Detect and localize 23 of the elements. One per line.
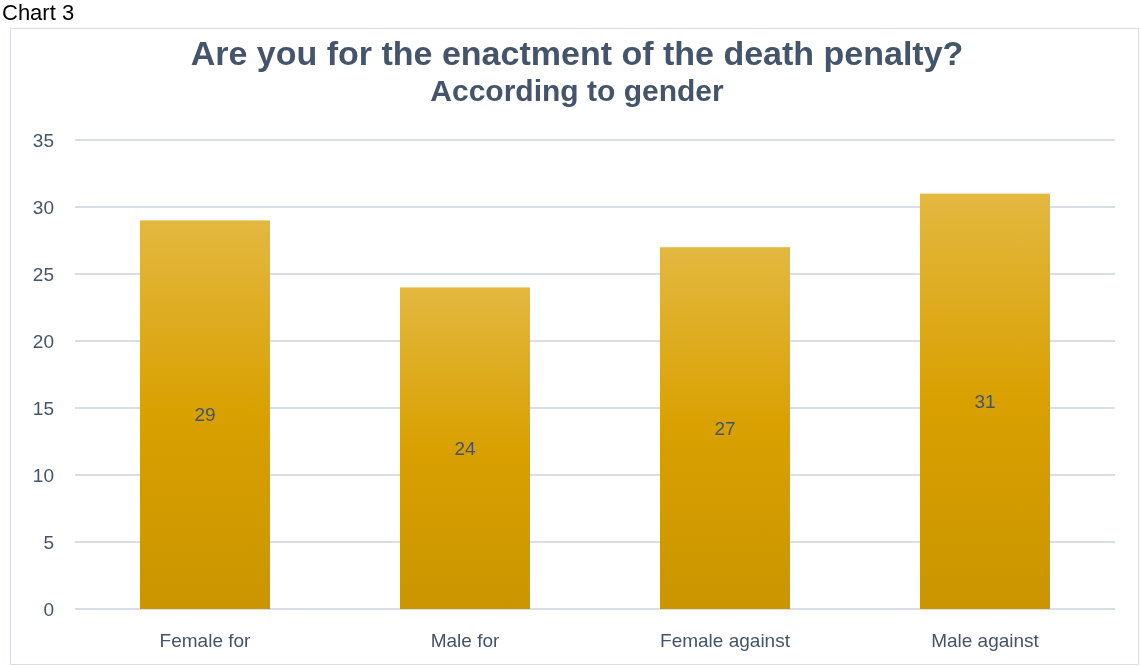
y-tick-label: 25 (32, 263, 54, 285)
x-tick-label: Female against (660, 630, 791, 651)
y-tick-label: 15 (32, 397, 54, 419)
bar (140, 220, 270, 609)
caption: Chart 3 (2, 0, 75, 25)
bar (400, 287, 530, 609)
x-tick-label: Female for (159, 630, 252, 651)
y-tick-label: 0 (43, 598, 54, 620)
y-tick-label: 35 (32, 129, 54, 151)
data-label: 29 (194, 404, 216, 426)
bar (660, 247, 790, 609)
bar (920, 193, 1050, 609)
data-label: 31 (974, 390, 996, 412)
data-label: 24 (454, 437, 476, 459)
x-tick-label: Male against (931, 630, 1040, 651)
y-tick-label: 5 (43, 531, 54, 553)
y-tick-label: 10 (32, 464, 54, 486)
y-tick-label: 20 (32, 330, 54, 352)
chart-title: Are you for the enactment of the death penalty? (190, 34, 964, 72)
x-tick-label: Male for (430, 630, 500, 651)
y-tick-label: 30 (32, 196, 54, 218)
data-label: 27 (714, 417, 736, 439)
chart-subtitle: According to gender (430, 74, 724, 107)
